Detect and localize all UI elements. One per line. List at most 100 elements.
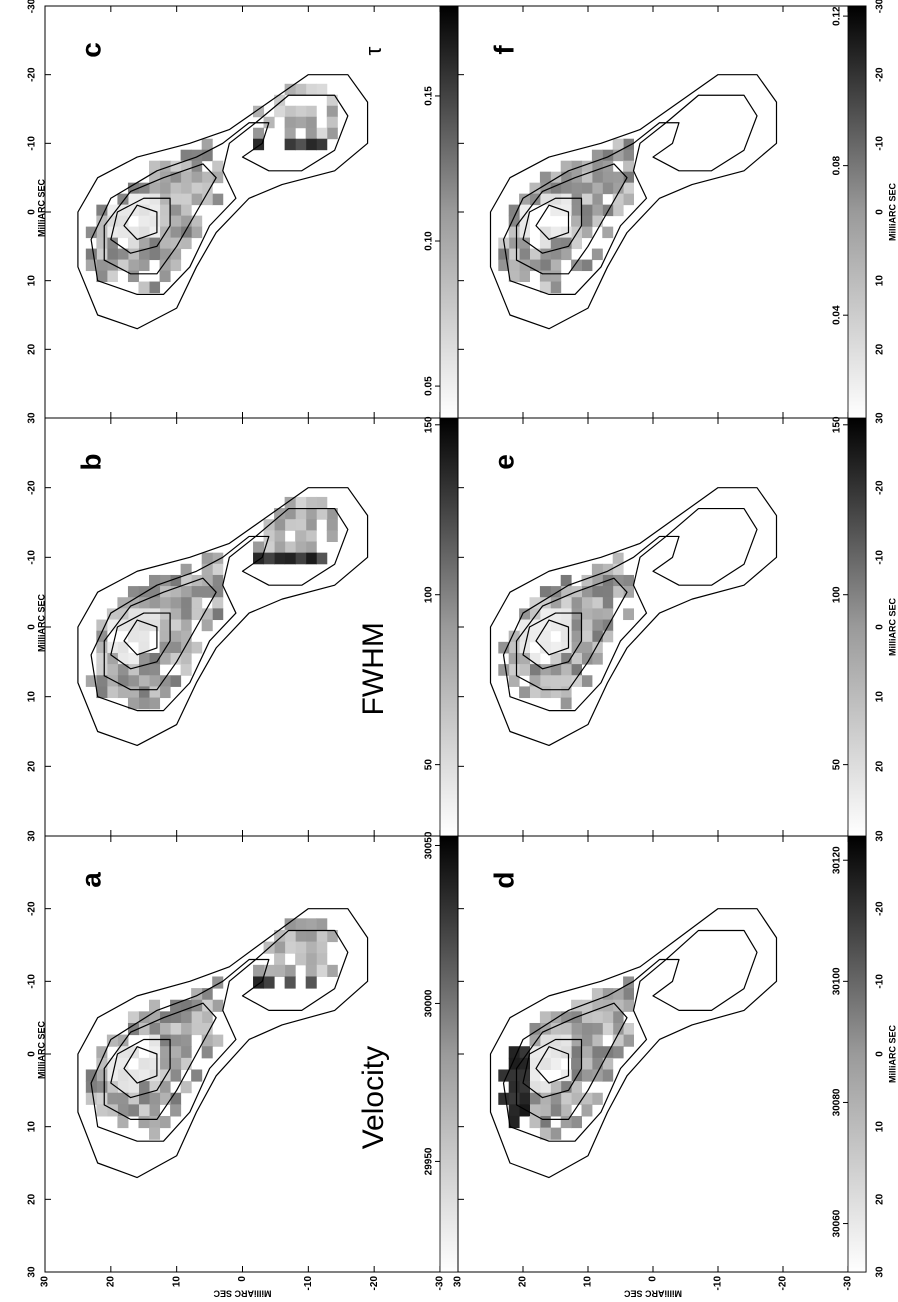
pixel — [591, 630, 603, 643]
pixel — [117, 608, 129, 621]
pixel — [550, 686, 562, 699]
pixel — [284, 918, 296, 931]
pixel — [550, 652, 562, 665]
pixel — [201, 1022, 213, 1036]
pixel — [529, 1034, 541, 1047]
pixel — [591, 1034, 603, 1047]
pixel — [612, 193, 624, 206]
pixel — [295, 541, 307, 554]
pixel — [508, 215, 520, 228]
pixel — [623, 160, 634, 173]
pixel — [519, 686, 530, 699]
pixel — [305, 496, 317, 509]
pixel — [550, 597, 562, 609]
pixel — [127, 1081, 139, 1094]
pixel — [591, 1092, 603, 1105]
pixel — [550, 1104, 562, 1117]
pixel — [539, 630, 551, 643]
pixel — [274, 94, 286, 107]
pixel — [508, 237, 520, 250]
panel-label: FWHM — [357, 622, 390, 715]
pixel — [305, 953, 317, 966]
pixel — [571, 619, 582, 632]
pixel — [170, 248, 182, 261]
pixel — [581, 641, 593, 654]
pixel — [138, 675, 150, 687]
pixel — [201, 1034, 213, 1047]
x-tick-label: -30 — [875, 0, 886, 13]
pixel — [591, 586, 603, 598]
pixel — [591, 1057, 603, 1070]
x-tick-label: 0 — [875, 1051, 886, 1057]
pixel — [138, 608, 150, 621]
pixel — [519, 193, 530, 206]
y-tick-label: -20 — [778, 1276, 789, 1291]
pixel — [519, 1046, 530, 1059]
contour — [90, 929, 349, 1142]
pixel — [581, 652, 593, 665]
pixel — [274, 964, 286, 977]
pixel — [581, 1022, 593, 1036]
contour — [110, 197, 171, 254]
pixel — [305, 105, 317, 118]
pixel — [138, 215, 150, 228]
pixel — [284, 976, 296, 989]
pixel — [529, 1092, 541, 1105]
pixel — [212, 608, 224, 621]
pixel — [191, 608, 203, 621]
pixel — [305, 941, 317, 954]
colorbar-tick-label: 30100 — [832, 967, 843, 995]
colorbar — [847, 835, 867, 1273]
colorbar-tick-label: 0.15 — [424, 86, 435, 106]
pixel — [180, 171, 192, 184]
pixel — [591, 597, 603, 609]
pixel — [498, 259, 510, 272]
pixel — [305, 918, 317, 931]
pixel — [571, 1022, 582, 1036]
contour — [103, 577, 217, 691]
pixel — [284, 519, 296, 531]
pixel — [529, 1057, 541, 1070]
pixel — [295, 929, 307, 943]
panel-label: τ — [361, 46, 386, 55]
pixel — [305, 976, 317, 989]
panel-letter: a — [75, 872, 106, 888]
pixel — [295, 138, 307, 151]
pixel — [149, 281, 161, 294]
pixel — [212, 597, 224, 609]
pixel — [96, 204, 108, 217]
pixel — [96, 664, 108, 676]
colorbar-tick-label: 30080 — [832, 1088, 843, 1116]
pixel — [550, 675, 562, 687]
contour — [502, 507, 758, 712]
pixel — [326, 964, 338, 977]
pixel — [591, 1022, 603, 1036]
pixel — [550, 619, 562, 632]
colorbar — [847, 417, 867, 837]
x-tick-label: 0 — [875, 209, 886, 215]
pixel — [316, 552, 328, 565]
pixel — [149, 1022, 161, 1036]
pixel — [96, 1069, 108, 1082]
pixel — [212, 574, 224, 587]
pixel — [316, 964, 328, 977]
pixel — [295, 552, 307, 565]
pixel — [316, 941, 328, 954]
pixel — [550, 1127, 562, 1140]
pixel — [508, 1104, 520, 1117]
contour — [77, 74, 369, 330]
colorbar-tick-label: 100 — [832, 586, 843, 603]
pixel — [284, 127, 296, 140]
pixel — [106, 270, 118, 283]
x-tick-label: 30 — [875, 1266, 886, 1278]
y-axis-title: MilliARC SEC — [624, 1289, 683, 1299]
pixel — [170, 1022, 182, 1036]
x-tick-label: -20 — [875, 480, 886, 495]
pixel — [591, 193, 603, 206]
colorbar — [439, 835, 459, 1273]
pixel — [96, 630, 108, 643]
pixel — [170, 215, 182, 228]
pixel — [498, 248, 510, 261]
pixel — [159, 686, 171, 699]
contour — [515, 577, 628, 691]
